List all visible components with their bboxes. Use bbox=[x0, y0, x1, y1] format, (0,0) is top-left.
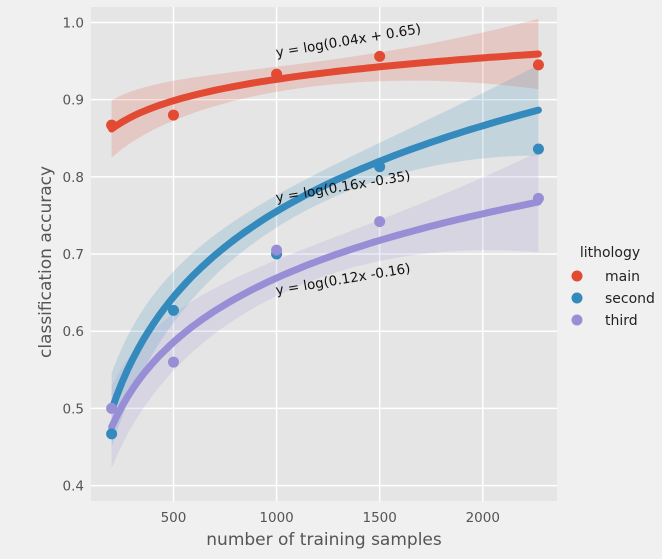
data-points bbox=[106, 50, 544, 440]
legend-marker-main bbox=[571, 270, 583, 282]
x-tick-label: 1000 bbox=[259, 510, 293, 526]
data-point-second bbox=[532, 143, 544, 155]
legend-label-third: third bbox=[605, 313, 638, 329]
data-point-second bbox=[106, 428, 118, 440]
y-tick-label: 0.8 bbox=[63, 170, 84, 186]
x-axis-label: number of training samples bbox=[206, 530, 442, 550]
legend-marker-third bbox=[571, 314, 583, 326]
x-tick-label: 500 bbox=[161, 510, 187, 526]
legend-title: lithology bbox=[580, 245, 640, 261]
data-point-main bbox=[167, 109, 179, 121]
x-tick-label: 1500 bbox=[362, 510, 396, 526]
tick-labels: 500 1000 1500 2000 0.4 0.5 0.6 0.7 0.8 0.9 1.0 bbox=[63, 15, 500, 526]
data-point-third bbox=[167, 356, 179, 368]
fit-line-second bbox=[108, 106, 542, 414]
legend-marker-second bbox=[571, 292, 583, 304]
y-tick-label: 0.7 bbox=[63, 247, 84, 263]
data-point-third bbox=[271, 244, 283, 256]
legend-label-main: main bbox=[605, 269, 640, 285]
legend: lithology main second third bbox=[571, 245, 655, 329]
y-tick-label: 0.6 bbox=[63, 324, 84, 340]
data-point-third bbox=[106, 402, 118, 414]
confidence-band-third bbox=[111, 151, 539, 469]
data-point-second bbox=[374, 161, 386, 173]
data-point-main bbox=[374, 50, 386, 62]
confidence-band-second bbox=[111, 64, 539, 448]
data-point-second bbox=[167, 304, 179, 316]
confidence-band-main bbox=[111, 18, 539, 158]
data-point-main bbox=[532, 59, 544, 71]
x-tick-label: 2000 bbox=[466, 510, 500, 526]
y-axis-label: classification accuracy bbox=[36, 166, 56, 358]
y-tick-label: 0.9 bbox=[63, 93, 84, 109]
legend-label-second: second bbox=[605, 291, 655, 307]
fit-line-main bbox=[108, 50, 542, 133]
fit-line-third bbox=[108, 198, 542, 431]
data-point-third bbox=[374, 216, 386, 228]
fit-lines bbox=[108, 50, 542, 431]
data-point-main bbox=[271, 68, 283, 80]
y-tick-label: 1.0 bbox=[63, 15, 84, 31]
y-tick-label: 0.5 bbox=[63, 401, 84, 417]
data-point-main bbox=[106, 119, 118, 131]
confidence-bands bbox=[111, 18, 539, 469]
y-tick-label: 0.4 bbox=[63, 479, 84, 495]
legend-items: main second third bbox=[571, 269, 655, 329]
data-point-third bbox=[532, 192, 544, 204]
grid bbox=[91, 7, 557, 501]
